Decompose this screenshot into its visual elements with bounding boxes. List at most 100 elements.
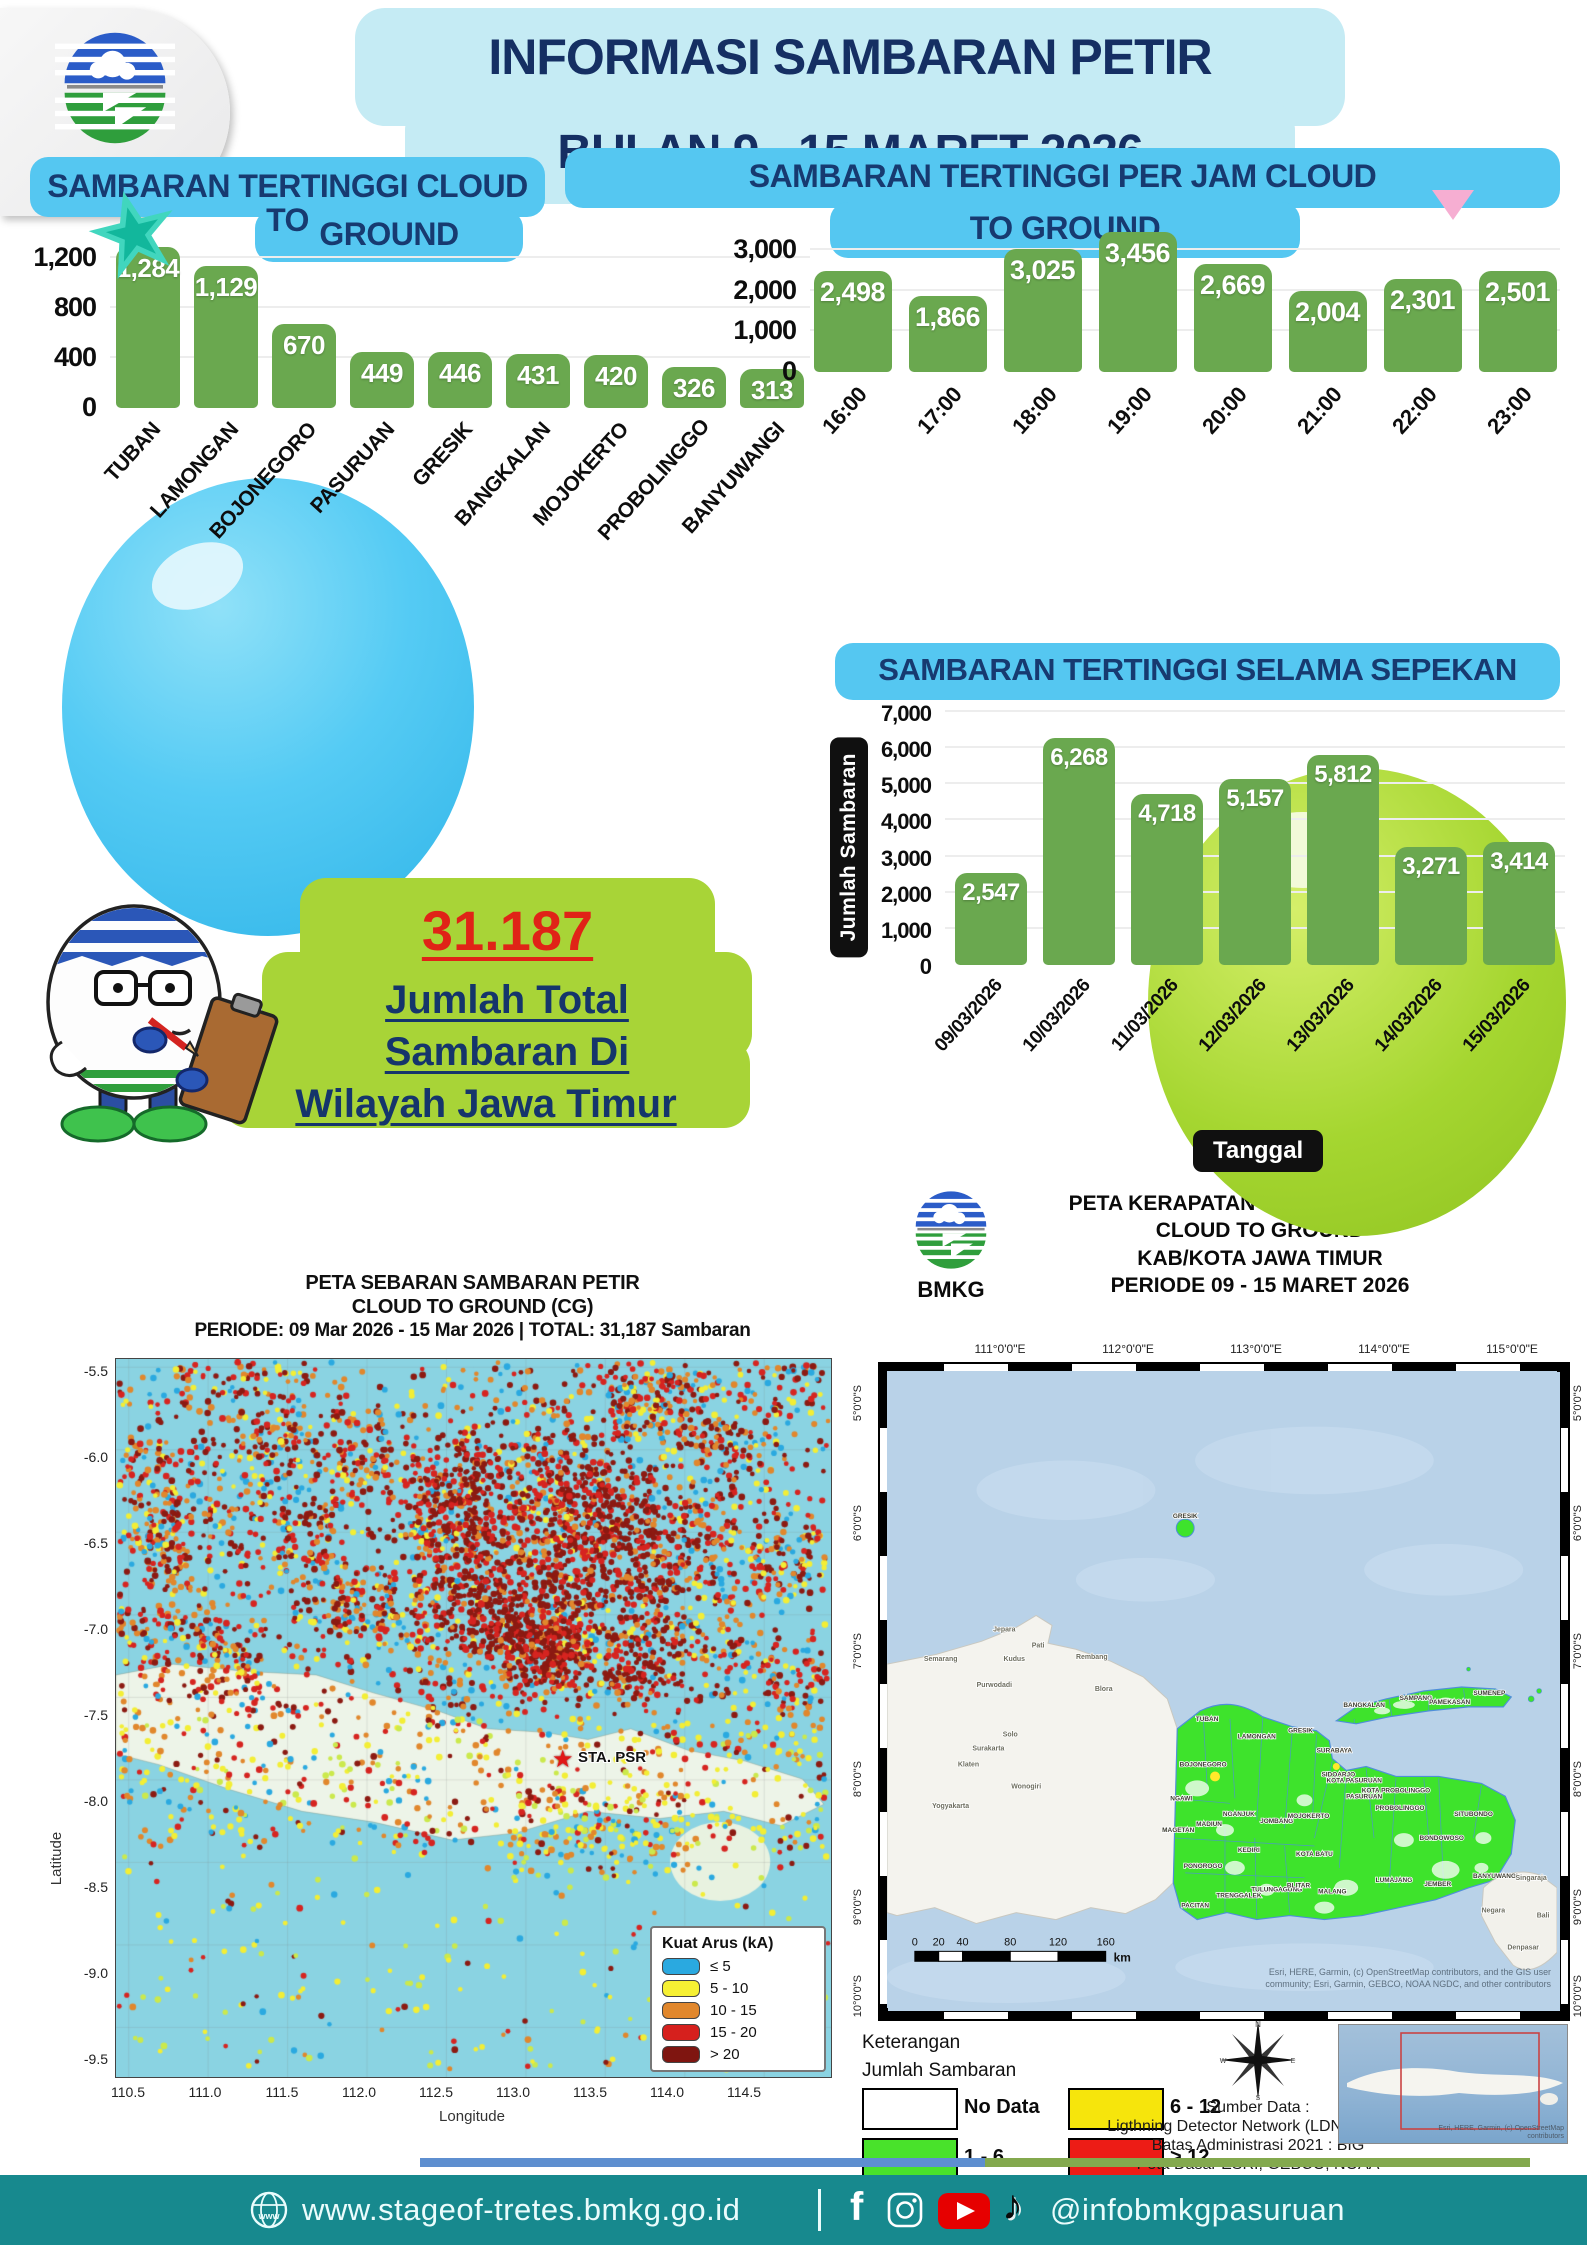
station-star-icon: ★ xyxy=(552,1746,574,1773)
density-top-tick: 114°0'0"E xyxy=(1358,1342,1410,1356)
map-label-MOJOKERTO: MOJOKERTO xyxy=(1288,1813,1329,1820)
density-bmkg-logo: BMKG xyxy=(905,1188,997,1333)
globe-icon: www xyxy=(248,2189,290,2231)
bar-09/03/2026: 2,547 xyxy=(955,872,1027,965)
bar-14/03/2026: 3,271 xyxy=(1395,846,1467,965)
svg-text:km: km xyxy=(1114,1950,1131,1964)
svg-text:N: N xyxy=(1255,2020,1261,2029)
bar-19:00: 3,456 xyxy=(1098,231,1177,372)
map-label-PONOROGO: PONOROGO xyxy=(1184,1863,1223,1870)
gridline xyxy=(810,288,1560,291)
legend-swatch xyxy=(662,1958,700,1975)
density-side-tick: 7°0'0"S xyxy=(1572,1633,1584,1670)
bar-LAMONGAN: 1,129 xyxy=(194,266,258,408)
bar-GRESIK: 446 xyxy=(428,352,492,408)
section-regional-bubble xyxy=(30,157,545,217)
y-tick-label: 1,000 xyxy=(733,315,797,346)
y-tick-label: 3,000 xyxy=(733,234,797,265)
total-line3: Wilayah Jawa Timur xyxy=(295,1082,677,1126)
y-tick-label: 1,200 xyxy=(33,241,97,272)
divider-green xyxy=(985,2158,1530,2167)
svg-text:S: S xyxy=(1256,2095,1261,2102)
map-label-BANYUWANGI: BANYUWANGI xyxy=(1473,1873,1518,1880)
bar-22:00: 2,301 xyxy=(1383,278,1462,372)
bar-value-label: 420 xyxy=(595,361,637,392)
bar-value-label: 6,268 xyxy=(1050,744,1108,772)
density-side-tick: 5°0'0"S xyxy=(852,1385,864,1422)
svg-text:0: 0 xyxy=(912,1936,918,1948)
map-label-KOTA PROBOLINGGO: KOTA PROBOLINGGO xyxy=(1362,1787,1430,1794)
legend-swatch xyxy=(662,1980,700,1997)
bar-value-label: 446 xyxy=(439,358,481,389)
bar-18:00: 3,025 xyxy=(1003,249,1082,372)
svg-text:40: 40 xyxy=(956,1936,968,1948)
svg-text:E: E xyxy=(1291,2058,1296,2065)
density-legend-label: 6 - 12 xyxy=(1170,2096,1222,2118)
facebook-icon: f xyxy=(850,2185,864,2229)
scatter-x-tick: 114.0 xyxy=(650,2084,684,2100)
bar-16:00: 2,498 xyxy=(813,270,892,372)
density-side-tick: 8°0'0"S xyxy=(1572,1761,1584,1798)
bar-value-label: 670 xyxy=(283,330,325,360)
gridline xyxy=(110,305,810,308)
svg-text:www: www xyxy=(257,2211,280,2221)
legend-label: ≤ 5 xyxy=(710,1958,731,1975)
y-tick-label: 4,000 xyxy=(880,809,932,835)
compass-icon: N W E S xyxy=(1218,2018,1298,2102)
inset-attribution: Esri, HERE, Garmin, (c) OpenStreetMap co… xyxy=(1438,2125,1564,2140)
gridline xyxy=(810,329,1560,332)
density-side-tick: 5°0'0"S xyxy=(1572,1385,1584,1422)
footer-social-handle: @infobmkgpasuruan xyxy=(1050,2192,1346,2227)
section-weekly-bubble xyxy=(835,643,1560,700)
map-label-Surakarta: Surakarta xyxy=(972,1746,1004,1753)
density-side-tick: 9°0'0"S xyxy=(1572,1889,1584,1926)
map-label-SAMPANG: SAMPANG xyxy=(1400,1695,1433,1702)
tiktok-icon: ♪ xyxy=(1002,2181,1023,2228)
map-label-Purwodadi: Purwodadi xyxy=(977,1682,1013,1689)
scatter-x-tick: 112.0 xyxy=(342,2084,376,2100)
bar-value-label: 5,812 xyxy=(1314,760,1372,788)
bar-BOJONEGORO: 670 xyxy=(272,324,336,408)
bar-PROBOLINGGO: 326 xyxy=(662,367,726,408)
y-tick-label: 400 xyxy=(53,341,97,372)
scatter-y-tick: -7.5 xyxy=(83,1707,108,1723)
bar-TUBAN: 1,284 xyxy=(116,247,180,408)
section-hourly-bubble xyxy=(565,148,1560,208)
scatter-x-tick: 113.5 xyxy=(573,2084,607,2100)
bar-value-label: 2,498 xyxy=(819,276,886,307)
bar-PASURUAN: 449 xyxy=(350,351,414,408)
chart-hourly: 2,498 1,866 3,025 3,456 2,669 2,004 2,301 2,501… xyxy=(730,226,1580,556)
y-tick-label: 6,000 xyxy=(880,737,932,763)
y-tick-label: 2,000 xyxy=(733,274,797,305)
density-side-tick: 10°0'0"S xyxy=(1572,1975,1584,2018)
section-regional-bubble2 xyxy=(255,210,523,262)
density-side-tick: 10°0'0"S xyxy=(852,1975,864,2018)
bar-value-label: 4,718 xyxy=(1138,800,1196,828)
legend-swatch xyxy=(662,2046,700,2063)
bar-value-label: 3,025 xyxy=(1009,255,1076,286)
source-line2: Ligthning Detector Network (LDN) - BMKG xyxy=(1107,2118,1409,2135)
y-tick-label: 1,000 xyxy=(880,917,932,943)
section-hourly-title-line1: SAMBARAN TERTINGGI PER JAM CLOUD xyxy=(748,158,1377,194)
bar-12/03/2026: 5,157 xyxy=(1219,778,1291,965)
instagram-icon xyxy=(886,2191,924,2229)
balloon-decoration xyxy=(62,478,474,936)
map-label-SIDOARJO: SIDOARJO xyxy=(1321,1771,1355,1778)
map-label-KOTA PASURUAN: KOTA PASURUAN xyxy=(1326,1777,1382,1784)
bmkg-logo-icon xyxy=(55,28,175,148)
page-title-line1: INFORMASI SAMBARAN PETIR xyxy=(488,29,1212,85)
map-label-Blora: Blora xyxy=(1095,1686,1113,1693)
map-label-JEMBER: JEMBER xyxy=(1424,1881,1451,1888)
chart-weekly: 2,547 6,268 4,718 5,157 5,812 3,271 3,414 0 1,00… xyxy=(830,701,1570,1172)
svg-text:80: 80 xyxy=(1004,1936,1016,1948)
chart-regional: 1,284 1,129 670 449 446 431 420 326 313 0 400 800 1,… xyxy=(15,241,820,575)
bar-value-label: 3,271 xyxy=(1402,852,1460,880)
legend-label: 15 - 20 xyxy=(710,2024,757,2041)
bar-13/03/2026: 5,812 xyxy=(1307,754,1379,965)
total-box-step3 xyxy=(222,1038,750,1128)
bar-value-label: 2,004 xyxy=(1294,296,1361,327)
map-label-TRENGGALEK: TRENGGALEK xyxy=(1216,1893,1262,1900)
scatter-x-tick: 114.5 xyxy=(727,2084,761,2100)
map-label-Semarang: Semarang xyxy=(924,1656,958,1663)
bar-value-label: 2,669 xyxy=(1199,269,1266,300)
